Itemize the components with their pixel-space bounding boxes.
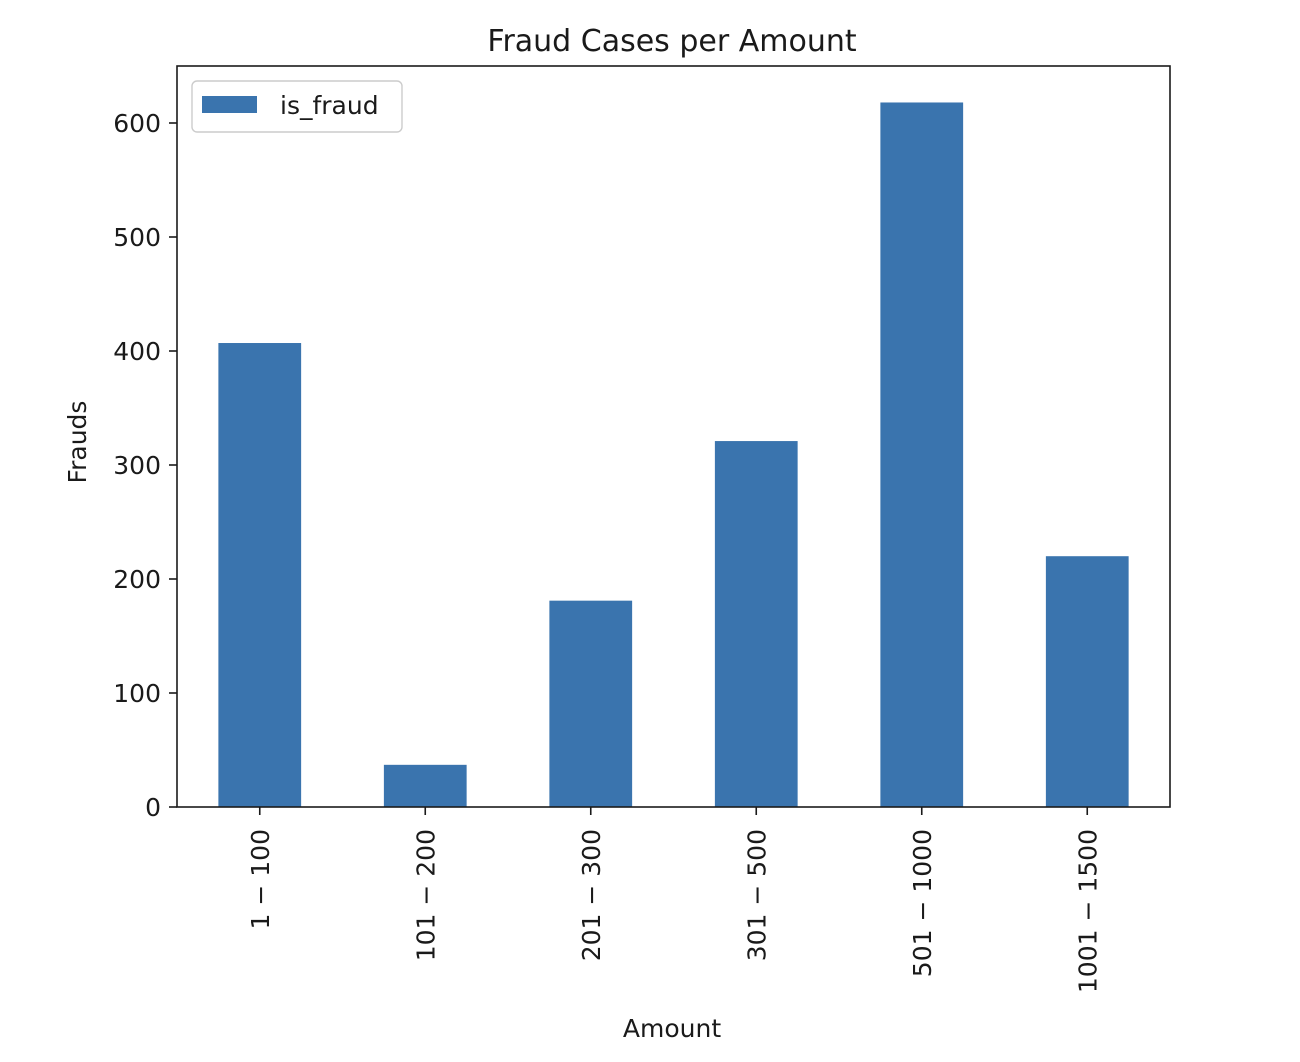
bar-3 bbox=[714, 441, 798, 807]
bar-1 bbox=[383, 764, 467, 807]
legend-swatch-is-fraud bbox=[202, 96, 257, 113]
y-tick-label-1: 100 bbox=[113, 679, 161, 708]
y-axis: 0 100 200 300 400 500 600 bbox=[113, 109, 177, 822]
bar-5 bbox=[1045, 556, 1129, 807]
bar-0 bbox=[218, 343, 302, 807]
y-tick-label-3: 300 bbox=[113, 451, 161, 480]
plot-frame bbox=[176, 65, 1171, 808]
y-axis-label: Frauds bbox=[63, 401, 92, 484]
y-tick-label-5: 500 bbox=[113, 223, 161, 252]
bar-2 bbox=[549, 600, 633, 807]
x-tick-label-5: 1001 − 1500 bbox=[1073, 829, 1102, 993]
x-axis-label: Amount bbox=[623, 1014, 721, 1043]
x-axis: 1 − 100 101 − 200 201 − 300 301 − 500 501 − … bbox=[246, 807, 1102, 993]
chart-title: Fraud Cases per Amount bbox=[487, 24, 856, 59]
y-tick-label-4: 400 bbox=[113, 337, 161, 366]
legend: is_fraud bbox=[191, 80, 403, 133]
y-tick-label-2: 200 bbox=[113, 565, 161, 594]
x-tick-label-2: 201 − 300 bbox=[577, 829, 606, 961]
y-tick-label-6: 600 bbox=[113, 109, 161, 138]
x-tick-label-0: 1 − 100 bbox=[246, 829, 275, 929]
x-tick-label-3: 301 − 500 bbox=[742, 829, 771, 961]
x-tick-label-1: 101 − 200 bbox=[411, 829, 440, 961]
bars-group bbox=[218, 102, 1129, 808]
x-tick-label-4: 501 − 1000 bbox=[908, 829, 937, 977]
y-tick-label-0: 0 bbox=[145, 793, 161, 822]
bar-4 bbox=[880, 102, 964, 808]
legend-label-is-fraud: is_fraud bbox=[280, 91, 379, 120]
legend-box bbox=[191, 80, 403, 133]
